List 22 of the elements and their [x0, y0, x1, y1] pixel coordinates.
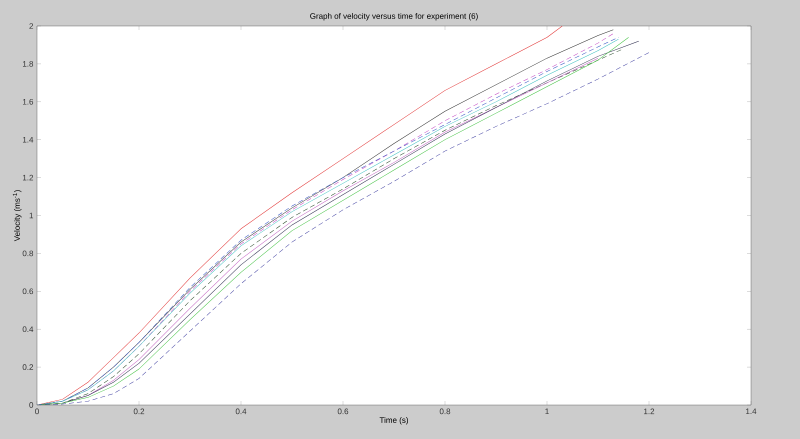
y-tick-label: 0.6 [22, 288, 34, 294]
y-tick-label: 0.2 [22, 364, 34, 370]
chart-title: Graph of velocity versus time for experiment (6) [310, 13, 478, 20]
y-tick-label: 1.6 [22, 98, 34, 105]
x-tick-label: 0.6 [338, 408, 348, 414]
x-tick-label: 0.2 [134, 408, 144, 414]
y-tick-label: 0 [29, 402, 34, 408]
y-tick-label: 1 [30, 212, 34, 218]
y-tick-label: 1.8 [22, 61, 34, 67]
x-tick-label: 0.4 [236, 408, 246, 414]
x-tick-label: 0.8 [440, 408, 450, 414]
x-axis-title: Time (s) [380, 417, 408, 425]
x-tick-label: 1 [545, 408, 549, 414]
x-tick-label: 1.2 [644, 408, 654, 414]
y-axis-title: Velocity (ms$^{-1}$) [12, 190, 22, 242]
y-tick-label: 0.4 [22, 326, 34, 332]
y-tick-label: 1.2 [22, 174, 34, 180]
y-tick-label: 2 [29, 23, 34, 29]
y-tick-label: 0.8 [22, 250, 34, 256]
x-tick-label: 0 [35, 408, 39, 414]
x-tick-label: 1.4 [746, 408, 756, 414]
y-tick-label: 1.4 [22, 136, 34, 142]
